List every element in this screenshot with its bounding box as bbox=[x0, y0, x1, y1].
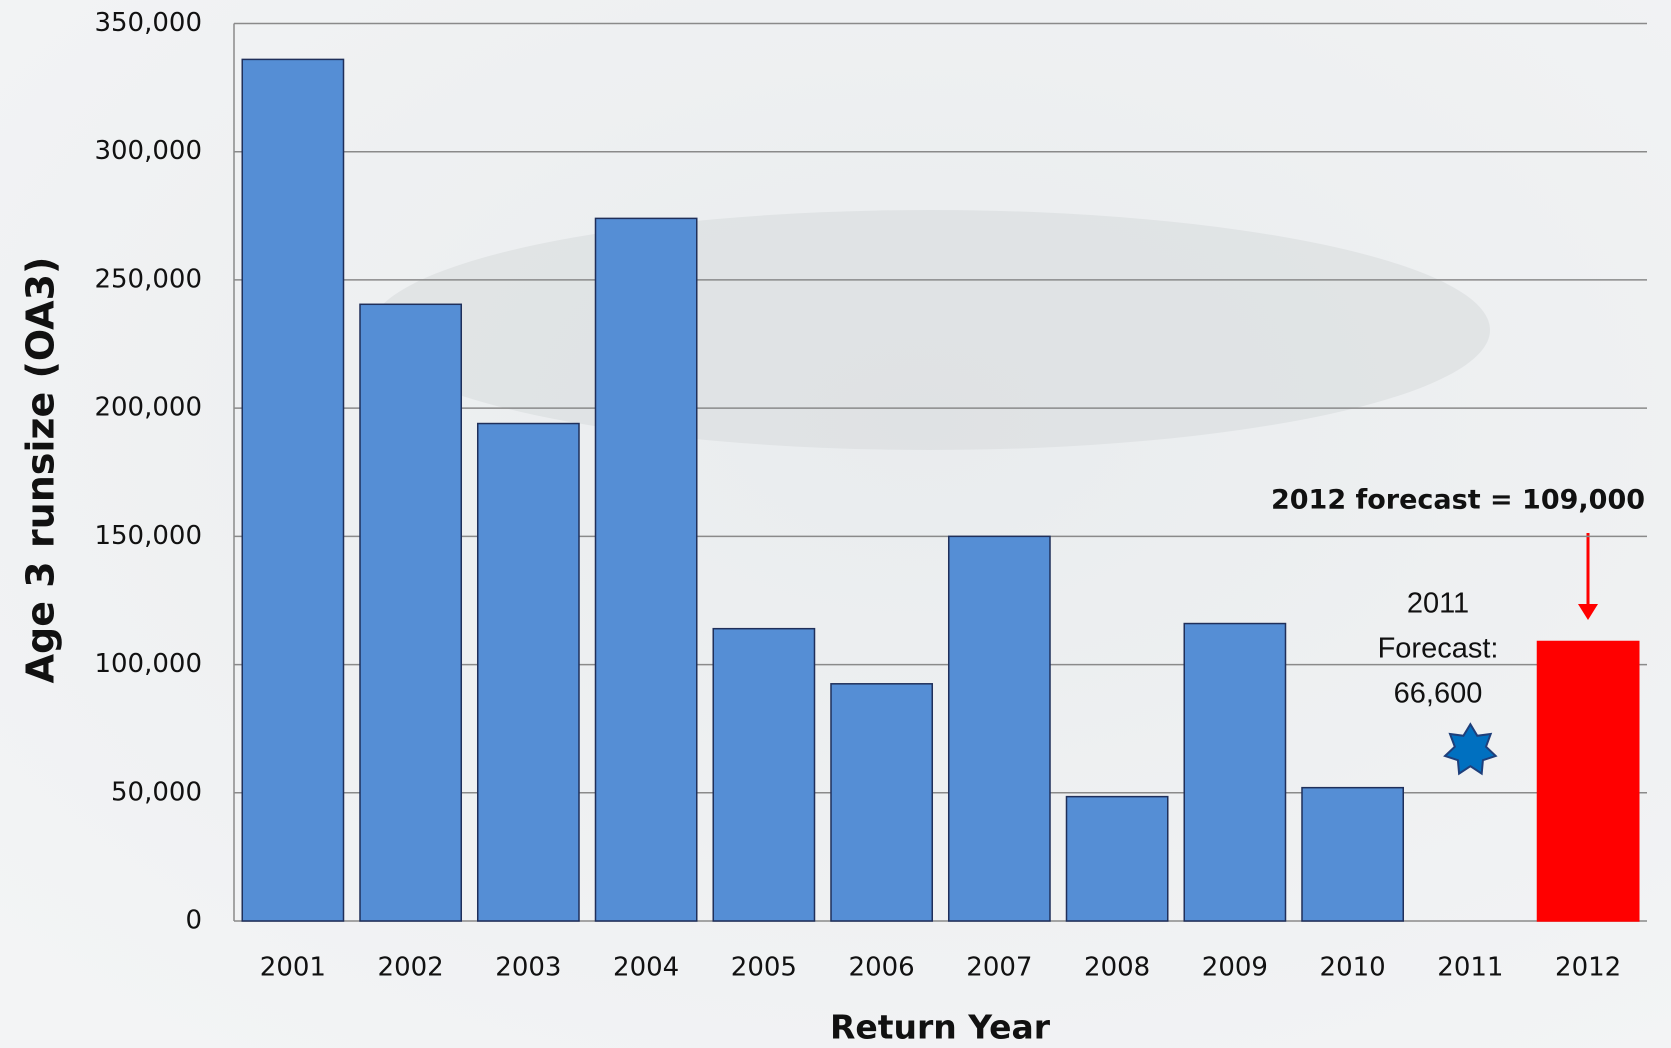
x-tick-label: 2008 bbox=[1084, 953, 1150, 983]
bar bbox=[594, 217, 698, 922]
y-tick-label: 250,000 bbox=[94, 264, 202, 294]
bar bbox=[1183, 622, 1287, 922]
x-tick-label: 2012 bbox=[1555, 953, 1621, 983]
bar bbox=[476, 422, 580, 922]
x-tick-label: 2005 bbox=[731, 953, 797, 983]
annotation: 2012 forecast = 109,000 bbox=[1271, 485, 1645, 516]
annotation: Forecast: bbox=[1378, 633, 1499, 665]
y-axis-label: Age 3 runsize (OA3) bbox=[19, 257, 63, 684]
forecast-star bbox=[1443, 722, 1498, 776]
x-tick-label: 2006 bbox=[849, 953, 915, 983]
annotation: 66,600 bbox=[1394, 678, 1483, 710]
bar bbox=[241, 58, 345, 922]
bar bbox=[1065, 795, 1169, 922]
annotation: 2011 bbox=[1407, 588, 1469, 620]
bar bbox=[1536, 640, 1640, 922]
y-tick-label: 350,000 bbox=[94, 8, 202, 38]
x-tick-label: 2010 bbox=[1320, 953, 1386, 983]
x-tick-label: 2009 bbox=[1202, 953, 1268, 983]
x-tick-label: 2007 bbox=[966, 953, 1032, 983]
x-tick-label: 2003 bbox=[495, 953, 561, 983]
bar bbox=[359, 303, 463, 922]
x-axis-label: Return Year bbox=[830, 1008, 1051, 1047]
y-tick-label: 50,000 bbox=[111, 777, 202, 807]
x-tick-label: 2011 bbox=[1437, 953, 1503, 983]
x-tick-label: 2004 bbox=[613, 953, 679, 983]
bar bbox=[1301, 786, 1405, 922]
y-tick-label: 0 bbox=[185, 906, 202, 936]
background-fish bbox=[370, 210, 1490, 450]
y-tick-label: 150,000 bbox=[94, 521, 202, 551]
y-tick-label: 100,000 bbox=[94, 649, 202, 679]
x-tick-label: 2001 bbox=[260, 953, 326, 983]
bar bbox=[830, 683, 934, 922]
bar bbox=[947, 535, 1051, 922]
forecast-arrow-head bbox=[1578, 604, 1598, 620]
y-tick-label: 200,000 bbox=[94, 393, 202, 423]
y-tick-label: 300,000 bbox=[94, 136, 202, 166]
bar bbox=[712, 627, 816, 922]
x-tick-label: 2002 bbox=[378, 953, 444, 983]
